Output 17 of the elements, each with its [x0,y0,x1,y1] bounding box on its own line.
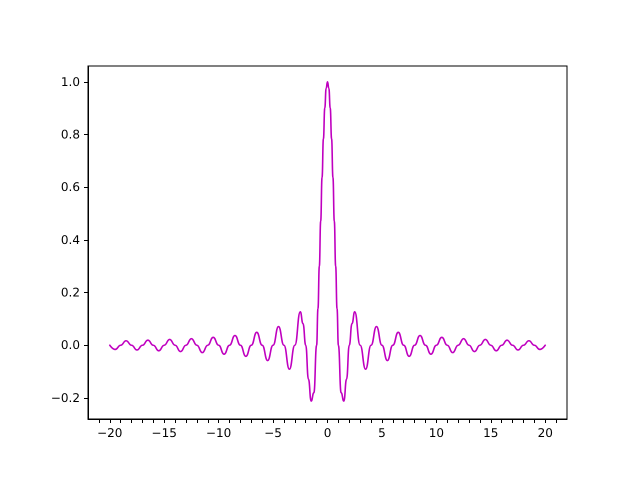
y-tick-label: 0.4 [60,232,80,247]
y-tick-label: 0.8 [60,127,80,142]
x-tick-label: 5 [378,426,386,440]
x-tick-label: −15 [152,426,177,440]
y-tick-label: 0.2 [60,286,80,300]
x-tick-label: 10 [428,426,444,440]
y-tick-label: 0.6 [60,180,80,194]
x-tick-label: −5 [264,426,282,440]
x-tick-label: 0 [324,426,332,440]
x-tick-label: −20 [97,426,122,440]
line-series [108,81,546,402]
x-tick-label: 15 [483,426,498,440]
y-tick-label: 1.0 [60,74,80,89]
y-tick-label: −0.2 [50,390,80,405]
x-tick-label: −10 [206,426,232,440]
y-tick-label: 0.0 [60,338,80,352]
x-tick-label: 20 [538,426,553,440]
